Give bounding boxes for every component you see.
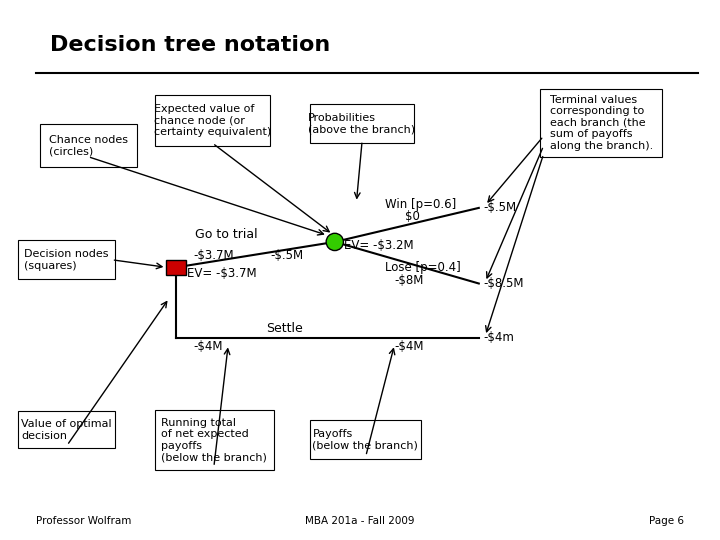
Text: -$4M: -$4M (395, 340, 424, 353)
Text: -$8M: -$8M (395, 274, 424, 287)
FancyBboxPatch shape (540, 89, 662, 157)
Text: -$4M: -$4M (193, 340, 222, 353)
Ellipse shape (326, 233, 343, 251)
Text: $0: $0 (405, 210, 420, 222)
Text: Settle: Settle (266, 322, 303, 335)
Text: Probabilities
(above the branch): Probabilities (above the branch) (308, 113, 415, 134)
Text: Professor Wolfram: Professor Wolfram (36, 516, 131, 526)
FancyBboxPatch shape (310, 104, 414, 143)
Text: MBA 201a - Fall 2009: MBA 201a - Fall 2009 (305, 516, 415, 526)
Text: -$3.7M: -$3.7M (193, 249, 233, 262)
FancyBboxPatch shape (18, 240, 115, 279)
Bar (166, 260, 186, 275)
Text: Payoffs
(below the branch): Payoffs (below the branch) (312, 429, 418, 450)
Text: EV= -$3.2M: EV= -$3.2M (344, 239, 414, 252)
Text: Go to trial: Go to trial (196, 228, 258, 241)
Text: -$.5M: -$.5M (270, 249, 303, 262)
Text: Lose [p=0.4]: Lose [p=0.4] (385, 261, 461, 274)
Text: Win [p=0.6]: Win [p=0.6] (385, 198, 456, 211)
Text: Terminal values
corresponding to
each branch (the
sum of payoffs
along the branc: Terminal values corresponding to each br… (549, 94, 653, 151)
FancyBboxPatch shape (155, 94, 270, 146)
Text: Decision nodes
(squares): Decision nodes (squares) (24, 249, 109, 271)
FancyBboxPatch shape (40, 124, 137, 167)
Text: Running total
of net expected
payoffs
(below the branch): Running total of net expected payoffs (b… (161, 418, 267, 462)
Text: Page 6: Page 6 (649, 516, 684, 526)
Text: Chance nodes
(circles): Chance nodes (circles) (49, 135, 127, 157)
FancyBboxPatch shape (155, 410, 274, 470)
Text: Decision tree notation: Decision tree notation (50, 35, 330, 55)
Text: -$.5M: -$.5M (484, 201, 517, 214)
Text: Expected value of
chance node (or
certainty equivalent): Expected value of chance node (or certai… (154, 104, 271, 137)
Text: -$8.5M: -$8.5M (484, 277, 524, 290)
Text: -$4m: -$4m (484, 331, 515, 344)
FancyBboxPatch shape (310, 420, 421, 459)
Text: EV= -$3.7M: EV= -$3.7M (187, 267, 257, 280)
Text: Value of optimal
decision: Value of optimal decision (22, 419, 112, 441)
FancyBboxPatch shape (18, 411, 115, 448)
